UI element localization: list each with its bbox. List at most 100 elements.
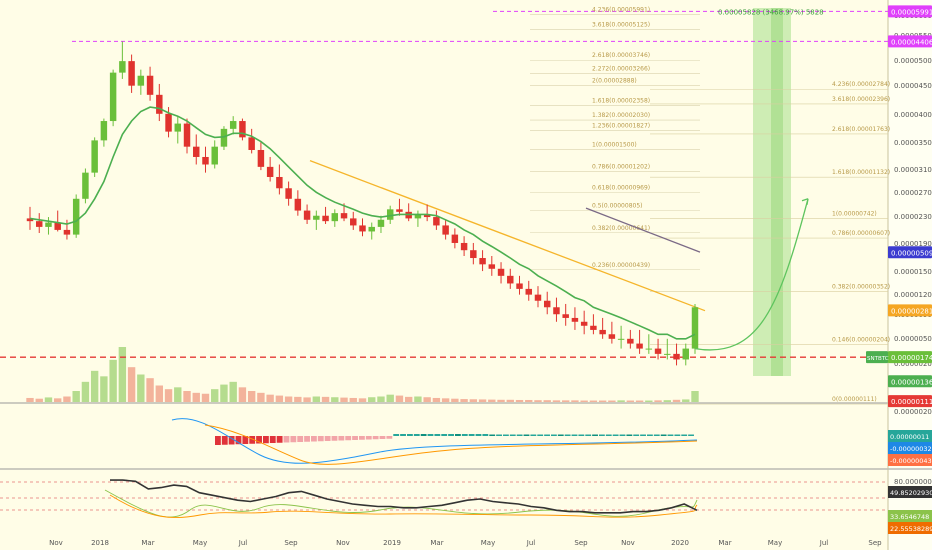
candle-body — [470, 250, 477, 259]
candle-body — [128, 61, 135, 86]
volume-bar — [229, 381, 237, 402]
macd-tag-label: -0.00000043 — [890, 457, 932, 465]
volume-bar — [192, 392, 200, 402]
candle-body — [377, 219, 385, 227]
rsi-tag-label: 22.55538289 — [890, 525, 932, 533]
fib-label: 1.618(0.00002358) — [592, 97, 650, 104]
price-tag: 0.00000281 — [888, 304, 932, 317]
candle-body — [350, 218, 357, 226]
candle-body — [285, 188, 292, 199]
candle-body — [72, 198, 80, 235]
price-tag-bg — [888, 351, 932, 364]
candle-body — [368, 226, 375, 232]
volume-bar — [284, 396, 293, 402]
volume-bar — [321, 396, 330, 402]
macd-histogram-bar — [585, 434, 592, 436]
macd-histogram-bar — [276, 436, 283, 443]
volume-bar — [460, 399, 468, 402]
volume-bar — [54, 398, 62, 402]
volume-bar — [617, 400, 625, 402]
volume-bar — [497, 399, 505, 402]
price-tag: 0.00000174 — [888, 351, 932, 364]
y-tick-label: 0.00001500 — [894, 268, 932, 276]
x-tick-label: Sep — [574, 539, 588, 547]
macd-histogram-bar — [605, 434, 612, 436]
volume-bar — [72, 391, 80, 402]
macd-histogram-bar — [386, 436, 393, 439]
price-tag-bg — [888, 304, 932, 317]
candle-body — [414, 214, 422, 219]
macd-histogram-bar — [592, 434, 598, 436]
candle-body — [220, 128, 228, 147]
macd-histogram-bar — [599, 434, 605, 436]
candle-body — [562, 314, 569, 318]
candle-body — [608, 334, 616, 339]
x-tick-label: 2020 — [671, 539, 689, 547]
macd-histogram-bar — [331, 436, 338, 441]
volume-bar — [654, 400, 662, 402]
volume-bar — [155, 385, 163, 402]
symbol-tag-bg — [866, 351, 888, 364]
candle-body — [63, 229, 71, 235]
volume-bar — [349, 397, 357, 402]
macd-histogram-bar — [647, 434, 653, 436]
macd-histogram-bar — [688, 434, 694, 436]
volume-bar — [109, 359, 117, 402]
volume-bar — [571, 400, 579, 402]
price-tag-bg — [888, 375, 932, 388]
volume-bar — [247, 391, 256, 402]
macd-histogram-bar — [551, 434, 557, 436]
macd-histogram-bar — [256, 436, 262, 444]
x-tick-label: Sep — [868, 539, 882, 547]
candle-body — [479, 258, 486, 265]
candle-body — [673, 353, 680, 360]
price-tag: 0.00000111 — [888, 395, 932, 408]
fib-label-right: 0.786(0.00000607) — [832, 230, 890, 237]
candle-body — [156, 94, 163, 114]
candle-body — [248, 137, 255, 150]
x-tick-label: Sep — [284, 539, 298, 547]
candle-body — [239, 121, 246, 138]
candle-body — [691, 307, 699, 349]
price-tag-label: 0.00000111 — [891, 398, 932, 406]
price-tag: 0.00004406 — [888, 35, 932, 48]
volume-bar — [340, 397, 348, 402]
x-tick-label: May — [193, 539, 207, 547]
macd-histogram-bar — [297, 436, 304, 442]
candle-body — [433, 217, 440, 226]
volume-bar — [26, 397, 34, 402]
price-tag: 0.00005991 — [888, 5, 932, 18]
volume-bar — [506, 399, 514, 402]
candle-body — [682, 348, 689, 360]
fib-label: 4.236(0.00005991) — [592, 6, 650, 13]
macd-histogram-bar — [626, 434, 633, 436]
candle-body — [257, 149, 265, 167]
candle-body — [303, 210, 311, 220]
fib-label: 0.786(0.00001202) — [592, 163, 650, 170]
price-tag: 0.00000136 — [888, 375, 932, 388]
x-tick-label: Jul — [526, 539, 536, 547]
macd-histogram-bar — [496, 434, 502, 436]
volume-bar — [174, 387, 182, 402]
x-tick-label: May — [768, 539, 782, 547]
candle-body — [497, 268, 505, 276]
candle-body — [45, 222, 52, 227]
candle-body — [645, 348, 653, 350]
volume-bar — [63, 396, 71, 402]
volume-bar — [534, 400, 542, 402]
price-tag: 0.00000509 — [888, 246, 932, 259]
macd-tag-label: 0.00000011 — [890, 433, 929, 441]
macd-histogram-bar — [249, 436, 256, 444]
candle-body — [294, 198, 302, 211]
macd-tag-bg — [888, 454, 932, 466]
candle-body — [617, 338, 625, 340]
candle-body — [165, 113, 172, 132]
volume-bar — [201, 393, 210, 402]
x-tick-label: Mar — [718, 539, 731, 547]
candle-body — [636, 343, 643, 349]
x-tick-label: Nov — [49, 539, 63, 547]
